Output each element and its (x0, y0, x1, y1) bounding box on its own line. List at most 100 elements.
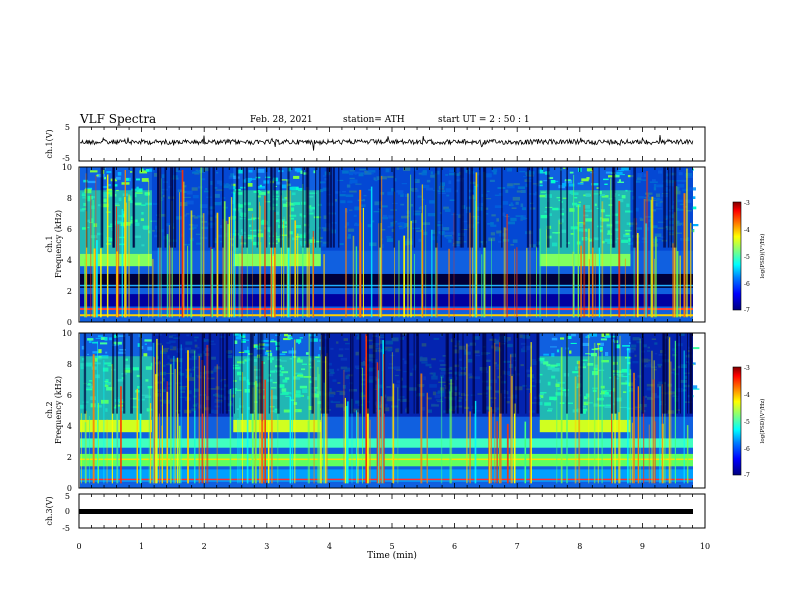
spec-streak (362, 367, 363, 484)
spec-cell (543, 353, 549, 356)
spec-cell (258, 343, 266, 346)
xtick-7: 7 (515, 542, 520, 551)
spec-cell (141, 345, 144, 350)
spec-streak-dark (677, 333, 679, 414)
spec-cell (266, 350, 272, 353)
spec-streak (289, 190, 291, 318)
spec-streak (422, 229, 424, 318)
spec-cell (586, 334, 590, 338)
spec-cell (299, 337, 303, 339)
spec-cell (692, 388, 700, 390)
spec-cell (551, 353, 555, 357)
spec-cell (87, 353, 90, 355)
spec-streak (259, 382, 261, 484)
spec-streak-dark (445, 333, 448, 414)
spec-streak-dark (208, 167, 211, 248)
spec-streak-dark (259, 333, 262, 414)
spec-streak (283, 220, 284, 318)
ch3-ytick-mid: 0 (65, 507, 70, 516)
spec-streak-dark (171, 167, 173, 248)
spec-cell (589, 333, 597, 337)
spec-streak (148, 180, 150, 318)
spec-streak-dark (322, 333, 325, 414)
spec-streak (686, 425, 689, 484)
spec-cell (692, 196, 696, 199)
spec-cell (591, 183, 599, 186)
spec-streak (661, 384, 663, 484)
spec-streak (254, 365, 256, 484)
spec-cell (144, 339, 152, 342)
spec-cell (125, 178, 129, 181)
spec-streak-dark (435, 167, 438, 248)
ch2-ytick-8: 8 (67, 360, 72, 369)
spec-streak (488, 365, 491, 484)
spec-cell (298, 341, 300, 345)
spec-cell (303, 172, 308, 175)
spec-streak (410, 221, 412, 318)
spec-streak-dark (245, 167, 248, 248)
spec-streak (97, 341, 98, 484)
spec-streak-dark (454, 167, 457, 248)
spec-cell (279, 353, 286, 356)
ch2-spectrogram (80, 333, 700, 488)
spec-streak-dark (526, 167, 529, 248)
spec-cell (112, 184, 118, 187)
spec-cell (538, 180, 543, 184)
ch2-cbar-tick-3: -3 (744, 365, 750, 372)
spec-streak (558, 220, 560, 318)
spec-streak (84, 422, 87, 484)
spec-streak-dark (536, 333, 539, 414)
spec-streak (157, 218, 160, 318)
spec-streak (652, 379, 655, 484)
spec-line (80, 478, 693, 481)
spec-cell (692, 347, 700, 350)
spec-streak (650, 200, 652, 318)
spec-cell (558, 184, 566, 189)
spec-streak (161, 425, 163, 484)
spec-cell (260, 339, 269, 342)
spec-streak-dark (327, 167, 330, 248)
spec-streak (674, 340, 676, 484)
spec-cell (282, 351, 288, 353)
spec-cell (237, 169, 243, 174)
spec-streak-dark (611, 333, 614, 414)
spec-streak (448, 248, 450, 318)
spec-streak-dark (614, 333, 617, 414)
spec-streak (398, 240, 400, 318)
spec-streak (686, 168, 688, 318)
spec-cell (551, 337, 558, 341)
ch3-waveform-panel: 5 0 -5 ch.3(V) (45, 492, 706, 533)
ch2-colorbar (732, 366, 742, 476)
spec-streak-dark (208, 333, 212, 414)
spec-cell (570, 342, 577, 344)
spec-cell (599, 346, 603, 351)
spec-streak-dark (287, 167, 290, 248)
station-label: station= ATH (343, 115, 405, 125)
spec-streak (510, 354, 512, 484)
spec-streak (169, 364, 172, 484)
spec-cell (596, 187, 600, 189)
spec-cell (81, 345, 85, 350)
spec-streak-dark (680, 333, 681, 414)
spec-streak (588, 259, 590, 318)
spec-streak (588, 334, 590, 484)
spec-streak (514, 248, 516, 318)
spec-streak-dark (326, 333, 330, 414)
spec-cell (582, 342, 589, 346)
spec-streak-dark (470, 167, 473, 248)
spec-streak (313, 359, 315, 484)
spec-streak (187, 245, 189, 318)
spec-cell (569, 350, 572, 354)
spec-streak (289, 396, 292, 484)
spec-streak (274, 211, 276, 318)
ch1-cbar-tick-4: -4 (744, 227, 750, 234)
spec-streak (496, 421, 498, 484)
spec-streak (154, 374, 157, 484)
spec-cell (147, 346, 153, 351)
ch2-cbar-tick-7: -7 (744, 472, 750, 479)
spec-streak (491, 238, 492, 318)
spec-streak (573, 227, 575, 318)
spec-streak (267, 420, 270, 484)
spec-streak (359, 189, 362, 318)
spec-cell (87, 338, 94, 341)
